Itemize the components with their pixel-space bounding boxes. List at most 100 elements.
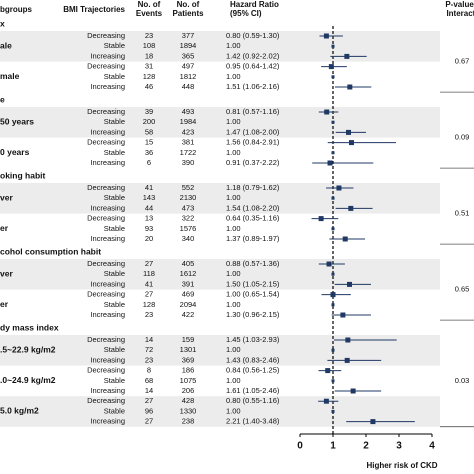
- trajectory: Increasing: [90, 82, 125, 91]
- trajectory: Decreasing: [87, 366, 125, 375]
- hazard-ratio: 1.00: [226, 148, 241, 157]
- point-estimate: [370, 419, 376, 425]
- patients: 493: [182, 107, 195, 116]
- patients: 1812: [180, 72, 197, 81]
- patients: 1301: [180, 345, 197, 354]
- trajectory: Decreasing: [87, 259, 125, 268]
- trajectory: Stable: [104, 117, 125, 126]
- hazard-ratio: 1.30 (0.96-2.15): [226, 310, 280, 319]
- point-estimate: [331, 44, 335, 48]
- hazard-ratio: 1.00: [226, 193, 241, 202]
- trajectory: Stable: [104, 148, 125, 157]
- x-tick-label: 1: [330, 441, 336, 452]
- subgroup-label: ale: [0, 40, 12, 50]
- subgroup-label: ver: [0, 192, 13, 202]
- events: 68: [145, 376, 153, 385]
- x-axis-label: Higher risk of CKD: [366, 461, 437, 470]
- hazard-ratio: 1.00: [226, 224, 241, 233]
- trajectory: Increasing: [90, 279, 125, 288]
- patients: 1894: [180, 41, 197, 50]
- column-header: No. of: [177, 0, 200, 9]
- hazard-ratio: 0.81 (0.57-1.16): [226, 107, 280, 116]
- events: 20: [145, 234, 153, 243]
- column-header: P-value f: [445, 0, 474, 9]
- point-estimate: [336, 185, 342, 191]
- events: 128: [143, 300, 156, 309]
- patients: 340: [182, 234, 195, 243]
- events: 58: [145, 127, 153, 136]
- point-estimate: [325, 368, 331, 374]
- patients: 552: [182, 183, 195, 192]
- point-estimate: [331, 348, 335, 352]
- trajectory: Stable: [104, 72, 125, 81]
- patients: 405: [182, 259, 195, 268]
- hazard-ratio: 0.95 (0.64-1.42): [226, 62, 280, 71]
- patients: 2094: [180, 300, 197, 309]
- p-value: 0.03: [455, 376, 470, 385]
- patients: 322: [182, 214, 195, 223]
- point-estimate: [324, 109, 330, 115]
- events: 200: [143, 117, 156, 126]
- trajectory: Decreasing: [87, 396, 125, 405]
- patients: 1576: [180, 224, 197, 233]
- p-value: 0.65: [455, 284, 470, 293]
- column-header: BMI Trajectories: [63, 5, 125, 14]
- events: 108: [143, 41, 156, 50]
- patients: 369: [182, 355, 195, 364]
- events: 36: [145, 148, 153, 157]
- row-band: [0, 259, 440, 290]
- point-estimate: [330, 292, 336, 298]
- column-header: bgroups: [0, 5, 33, 14]
- point-estimate: [318, 216, 324, 222]
- p-value: 0.51: [455, 208, 470, 217]
- point-estimate: [331, 75, 335, 79]
- point-estimate: [347, 84, 353, 90]
- patients: 381: [182, 138, 195, 147]
- patients: 422: [182, 310, 195, 319]
- point-estimate: [331, 272, 335, 276]
- column-header: (95% CI): [230, 9, 262, 18]
- patients: 1075: [180, 376, 197, 385]
- patients: 497: [182, 62, 195, 71]
- group-label: e: [0, 94, 5, 104]
- patients: 365: [182, 51, 195, 60]
- patients: 473: [182, 203, 195, 212]
- hazard-ratio: 1.00: [226, 269, 241, 278]
- trajectory: Stable: [104, 41, 125, 50]
- x-tick-label: 0: [297, 441, 303, 452]
- patients: 1722: [180, 148, 197, 157]
- trajectory: Increasing: [90, 203, 125, 212]
- point-estimate: [327, 160, 333, 166]
- hazard-ratio: 1.42 (0.92-2.02): [226, 51, 280, 60]
- patients: 159: [182, 335, 195, 344]
- group-label: cohol consumption habit: [0, 246, 101, 256]
- events: 96: [145, 406, 153, 415]
- patients: 469: [182, 290, 195, 299]
- point-estimate: [331, 379, 335, 383]
- hazard-ratio: 2.21 (1.40-3.48): [226, 417, 280, 426]
- patients: 1612: [180, 269, 197, 278]
- hazard-ratio: 0.64 (0.35-1.16): [226, 214, 280, 223]
- patients: 186: [182, 366, 195, 375]
- point-estimate: [331, 227, 335, 231]
- subgroup-label: .5~22.9 kg/m2: [0, 344, 56, 354]
- x-tick-label: 2: [363, 441, 369, 452]
- hazard-ratio: 0.91 (0.37-2.22): [226, 158, 280, 167]
- events: 27: [145, 290, 153, 299]
- trajectory: Stable: [104, 193, 125, 202]
- trajectory: Increasing: [90, 310, 125, 319]
- hazard-ratio: 0.88 (0.57-1.36): [226, 259, 280, 268]
- subgroup-label: 50 years: [0, 116, 34, 126]
- point-estimate: [344, 357, 350, 363]
- hazard-ratio: 1.00: [226, 41, 241, 50]
- point-estimate: [323, 33, 329, 39]
- events: 27: [145, 259, 153, 268]
- hazard-ratio: 1.43 (0.83-2.46): [226, 355, 280, 364]
- subgroup-label: er: [0, 299, 9, 309]
- events: 128: [143, 72, 156, 81]
- hazard-ratio: 1.37 (0.89-1.97): [226, 234, 280, 243]
- point-estimate: [342, 236, 348, 242]
- trajectory: Stable: [104, 406, 125, 415]
- p-value: 0.09: [455, 132, 470, 141]
